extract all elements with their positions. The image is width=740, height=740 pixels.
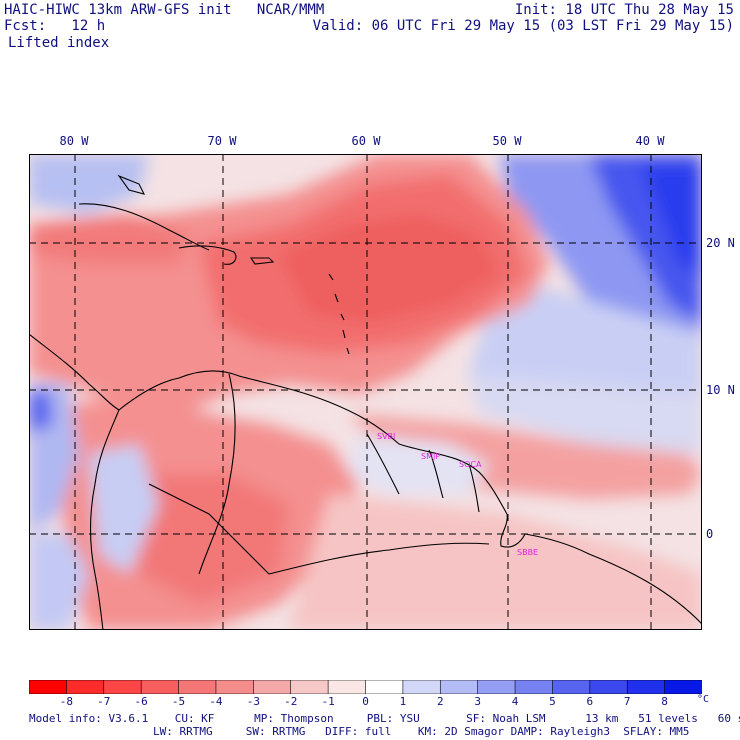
colorbar-unit: °C bbox=[697, 694, 710, 705]
colorbar-tick-label: 5 bbox=[549, 695, 556, 708]
colorbar-swatch bbox=[365, 680, 404, 694]
station-svbi: SVBI bbox=[377, 432, 395, 441]
colorbar-swatch bbox=[103, 680, 142, 694]
forecast-hour: Fcst: 12 h bbox=[4, 18, 106, 34]
colorbar bbox=[29, 680, 702, 694]
stations: SVBI SMJP SOCA SBBE bbox=[377, 432, 538, 557]
colorbar-tick-label: 0 bbox=[362, 695, 369, 708]
colorbar-swatch bbox=[402, 680, 442, 694]
colorbar-tick-label: 8 bbox=[661, 695, 668, 708]
colorbar-tick-label: -3 bbox=[246, 695, 260, 708]
colorbar-swatch bbox=[664, 680, 702, 694]
colorbar-tick-label: -5 bbox=[171, 695, 186, 708]
lat-label-0: 0 bbox=[706, 527, 714, 541]
colorbar-swatch bbox=[552, 680, 591, 694]
station-soca: SOCA bbox=[459, 460, 482, 469]
station-sbbe: SBBE bbox=[517, 548, 538, 557]
colorbar-swatch bbox=[178, 680, 217, 694]
colorbar-tick-label: -4 bbox=[209, 695, 223, 708]
colorbar-swatch bbox=[253, 680, 292, 694]
lon-label-40w: 40 W bbox=[635, 134, 665, 148]
colorbar-swatch bbox=[514, 680, 554, 694]
colorbar-swatch bbox=[140, 680, 180, 694]
colorbar-tick-label: -6 bbox=[134, 695, 148, 708]
colorbar-tick-label: 4 bbox=[511, 695, 519, 708]
lon-label-70w: 70 W bbox=[207, 134, 237, 148]
lon-label-50w: 50 W bbox=[492, 134, 522, 148]
lat-label-10n: 10 N bbox=[706, 383, 735, 397]
colorbar-tick-label: -8 bbox=[59, 695, 73, 708]
coastlines bbox=[29, 174, 702, 630]
colorbar-swatch bbox=[626, 680, 666, 694]
colorbar-tick-label: -7 bbox=[97, 695, 111, 708]
lon-label-80w: 80 W bbox=[59, 134, 89, 148]
colorbar-swatch bbox=[66, 680, 105, 694]
graticule bbox=[29, 154, 702, 630]
station-smjp: SMJP bbox=[421, 452, 440, 461]
colorbar-tick-label: 7 bbox=[623, 695, 631, 708]
colorbar-tick-label: 3 bbox=[474, 695, 481, 708]
map-frame bbox=[29, 154, 702, 630]
model-info-line2: LW: RRTMG SW: RRTMG DIFF: full KM: 2D Sm… bbox=[153, 725, 690, 738]
model-title: HAIC-HIWC 13km ARW-GFS init NCAR/MMM bbox=[4, 2, 325, 18]
colorbar-tick-label: 2 bbox=[436, 695, 444, 708]
colorbar-swatch bbox=[290, 680, 329, 694]
valid-time: Valid: 06 UTC Fri 29 May 15 (03 LST Fri … bbox=[312, 18, 734, 34]
init-time: Init: 18 UTC Thu 28 May 15 bbox=[514, 2, 734, 18]
colorbar-swatch bbox=[477, 680, 516, 694]
colorbar-swatch bbox=[215, 680, 255, 694]
lon-label-60w: 60 W bbox=[351, 134, 381, 148]
field-name: Lifted index bbox=[8, 35, 110, 51]
model-info-line1: Model info: V3.6.1 CU: KF MP: Thompson P… bbox=[29, 712, 740, 725]
colorbar-swatch bbox=[439, 680, 479, 694]
colorbar-tick-label: -2 bbox=[284, 695, 298, 708]
colorbar-tick-label: -1 bbox=[321, 695, 335, 708]
colorbar-swatch bbox=[327, 680, 367, 694]
lifted-index-map: SVBI SMJP SOCA SBBE bbox=[29, 154, 702, 630]
colorbar-tick-label: 6 bbox=[586, 695, 594, 708]
colorbar-swatch bbox=[589, 680, 629, 694]
colorbar-tick-label: 1 bbox=[399, 695, 407, 708]
colorbar-swatch bbox=[29, 680, 68, 694]
lat-label-20n: 20 N bbox=[706, 236, 735, 250]
